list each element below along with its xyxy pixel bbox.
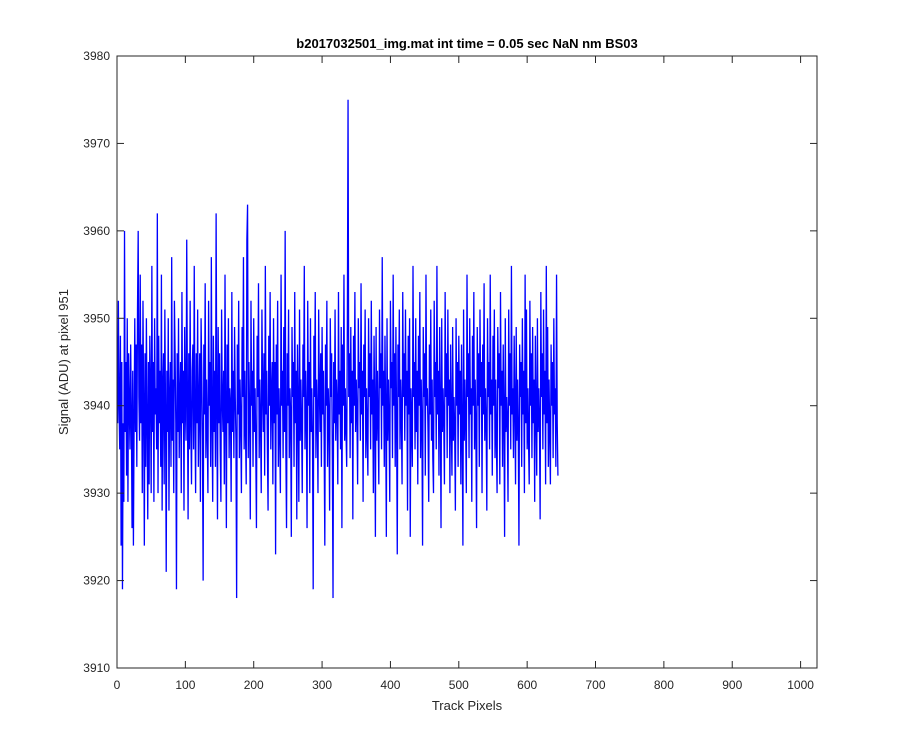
- y-axis-label: Signal (ADU) at pixel 951: [56, 289, 71, 435]
- y-tick-label: 3910: [83, 661, 110, 675]
- chart-title: b2017032501_img.mat int time = 0.05 sec …: [296, 36, 637, 51]
- signal-series-line: [117, 99, 559, 599]
- x-tick-label: 400: [380, 678, 400, 692]
- series-layer: [117, 99, 559, 599]
- x-tick-label: 600: [517, 678, 537, 692]
- x-tick-label: 0: [114, 678, 121, 692]
- y-axis-ticks: 3910 3920 3930 3940 3950 3960 3970 3980: [83, 49, 817, 675]
- x-tick-label: 100: [175, 678, 195, 692]
- x-tick-label: 700: [586, 678, 606, 692]
- x-tick-label: 500: [449, 678, 469, 692]
- x-axis-label: Track Pixels: [432, 698, 503, 713]
- y-tick-label: 3960: [83, 224, 110, 238]
- x-tick-label: 1000: [787, 678, 814, 692]
- x-tick-label: 800: [654, 678, 674, 692]
- x-axis-ticks: 0 100 200 300 400 500 600 700 800 900 1000: [114, 56, 814, 692]
- y-tick-label: 3950: [83, 311, 110, 325]
- x-tick-label: 200: [244, 678, 264, 692]
- x-tick-label: 900: [722, 678, 742, 692]
- axes-box: [116, 55, 818, 669]
- y-tick-label: 3940: [83, 399, 110, 413]
- y-tick-label: 3980: [83, 49, 110, 63]
- y-tick-label: 3920: [83, 574, 110, 588]
- x-tick-label: 300: [312, 678, 332, 692]
- y-tick-label: 3970: [83, 136, 110, 150]
- y-tick-label: 3930: [83, 486, 110, 500]
